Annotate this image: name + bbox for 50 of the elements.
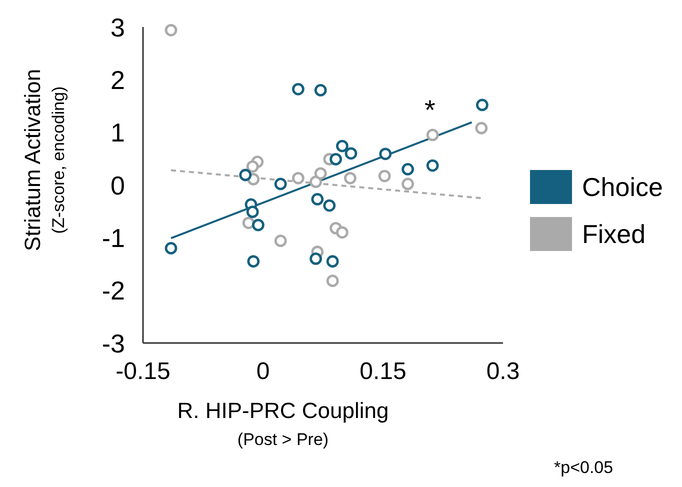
point [247, 255, 260, 268]
x-tick-label: -0.15 [116, 358, 170, 385]
y-axis-title: Striatum Activation (Z-score, encoding) [20, 68, 68, 252]
point [378, 170, 391, 182]
point [310, 176, 322, 188]
point [252, 218, 264, 232]
point [344, 172, 356, 184]
point [336, 226, 348, 239]
y-tick-label: 2 [110, 64, 125, 95]
point [426, 159, 439, 172]
legend-label: Fixed [582, 219, 646, 249]
point [323, 199, 336, 212]
y-tick-label: 0 [110, 170, 125, 200]
point [246, 206, 259, 218]
point [426, 128, 439, 142]
point [311, 193, 324, 206]
point [314, 167, 327, 180]
point [336, 140, 348, 152]
annotation: * [424, 94, 436, 126]
text: *p<0.05 [554, 458, 614, 477]
x-axis-title: R. HIP-PRC Coupling (Post > Pre) [177, 398, 389, 449]
point [379, 148, 392, 160]
point [476, 98, 488, 112]
point [326, 274, 339, 288]
point [402, 178, 414, 190]
point [314, 84, 327, 96]
y-tick-label: -2 [102, 276, 125, 306]
point [274, 234, 287, 248]
point [475, 122, 488, 134]
point [164, 242, 178, 254]
point [164, 24, 178, 36]
point [326, 255, 339, 268]
point [239, 168, 252, 182]
point [292, 172, 304, 184]
y-tick-label: -1 [102, 222, 125, 253]
point [242, 216, 255, 230]
point [344, 147, 358, 160]
y-tick-label: 1 [110, 118, 125, 148]
point [330, 152, 342, 166]
legend-label: Choice [582, 172, 663, 202]
y-tick-label: -3 [102, 328, 125, 358]
x-tick-label: 0.15 [360, 358, 406, 385]
x-tick-label: 0 [256, 358, 270, 385]
y-tick-label: 3 [110, 12, 125, 42]
point [402, 163, 414, 176]
point [310, 252, 322, 265]
point [246, 160, 259, 173]
point [274, 178, 287, 190]
x-tick-label: 0.3 [486, 358, 520, 385]
point [292, 82, 304, 96]
